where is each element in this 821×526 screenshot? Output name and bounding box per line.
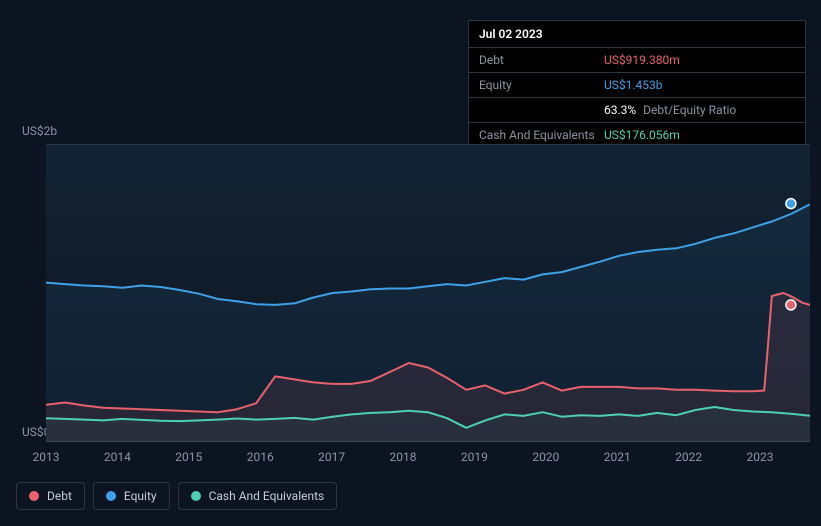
- tooltip-label: Cash And Equivalents: [479, 128, 604, 142]
- x-axis-tick: 2021: [604, 450, 631, 464]
- tooltip-value: US$919.380m: [604, 53, 795, 67]
- x-axis-tick: 2023: [747, 450, 774, 464]
- tooltip-label: [479, 103, 604, 117]
- tooltip-value: US$176.056m: [604, 128, 795, 142]
- legend-label: Cash And Equivalents: [209, 489, 325, 503]
- tooltip-value: US$1.453b: [604, 78, 795, 92]
- legend-item-debt[interactable]: Debt: [16, 482, 85, 510]
- tooltip-value: 63.3% Debt/Equity Ratio: [604, 103, 795, 117]
- legend-dot-icon: [191, 491, 201, 501]
- legend-item-cash[interactable]: Cash And Equivalents: [178, 482, 338, 510]
- legend-dot-icon: [106, 491, 116, 501]
- tooltip-label: Equity: [479, 78, 604, 92]
- x-axis-tick: 2022: [675, 450, 702, 464]
- chart-area[interactable]: [46, 144, 810, 442]
- y-axis-label-top: US$2b: [22, 124, 57, 138]
- x-axis-tick: 2015: [175, 450, 202, 464]
- x-axis-tick: 2014: [104, 450, 131, 464]
- x-axis-tick: 2013: [33, 450, 60, 464]
- x-axis-tick: 2020: [532, 450, 559, 464]
- x-axis-tick: 2018: [390, 450, 417, 464]
- x-axis-tick: 2016: [247, 450, 274, 464]
- tooltip-suffix: Debt/Equity Ratio: [643, 103, 736, 117]
- legend-label: Debt: [47, 489, 72, 503]
- legend: Debt Equity Cash And Equivalents: [16, 482, 337, 510]
- tooltip-label: Debt: [479, 53, 604, 67]
- x-axis-tick: 2019: [461, 450, 488, 464]
- tooltip-row-ratio: 63.3% Debt/Equity Ratio: [469, 98, 805, 123]
- tooltip-date: Jul 02 2023: [469, 21, 805, 48]
- chart-tooltip: Jul 02 2023 Debt US$919.380m Equity US$1…: [468, 20, 806, 148]
- legend-item-equity[interactable]: Equity: [93, 482, 170, 510]
- tooltip-row-equity: Equity US$1.453b: [469, 73, 805, 98]
- legend-dot-icon: [29, 491, 39, 501]
- x-axis-tick: 2017: [318, 450, 345, 464]
- legend-label: Equity: [124, 489, 157, 503]
- tooltip-row-debt: Debt US$919.380m: [469, 48, 805, 73]
- line-chart: [46, 144, 810, 442]
